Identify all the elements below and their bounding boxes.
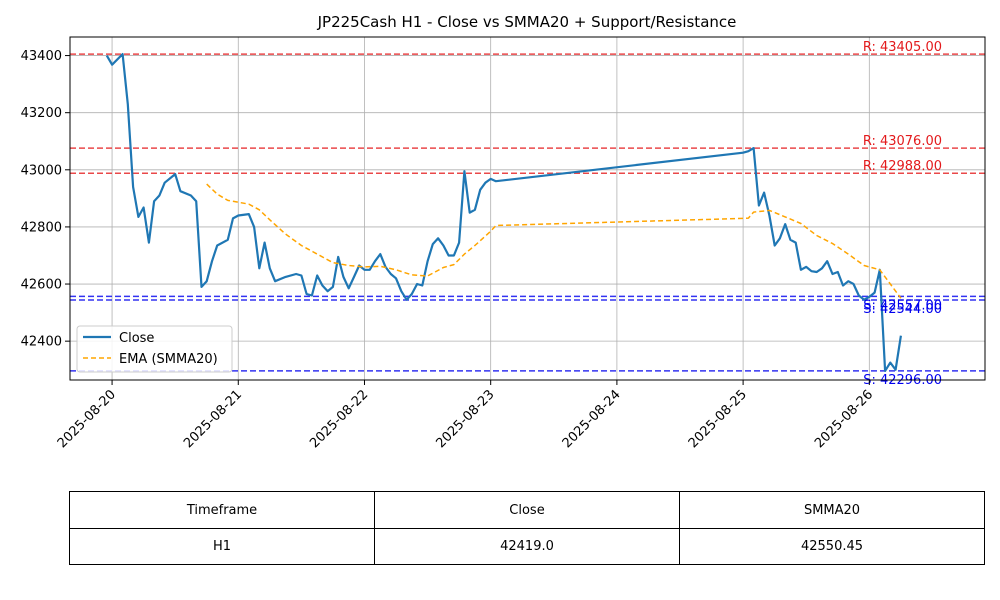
table-cell-close: 42419.0: [374, 528, 680, 565]
y-tick-label: 42400: [21, 335, 62, 350]
legend-box: [76, 325, 233, 373]
grid: [70, 37, 985, 380]
support-level-label: S: 42557.00: [863, 298, 942, 313]
support-level-label: S: 42544.00: [863, 302, 942, 317]
y-tick-label: 43400: [21, 49, 62, 64]
x-tick-label: 2025-08-20: [55, 387, 119, 451]
level-labels: R: 43405.00 R: 43076.00 R: 42988.00 S: 4255…: [863, 40, 942, 388]
x-tick-label: 2025-08-23: [433, 387, 497, 451]
table-row: H1 42419.0 42550.45: [69, 528, 985, 565]
smma20-series-line: [206, 183, 902, 299]
table-header-timeframe: Timeframe: [69, 491, 375, 529]
y-axis: 42400 42600 42800 43000 43200 43400: [21, 49, 70, 350]
table-header-row: Timeframe Close SMMA20: [69, 491, 985, 529]
table-cell-timeframe: H1: [69, 528, 375, 565]
resistance-level-label: R: 42988.00: [863, 159, 942, 174]
x-tick-label: 2025-08-21: [181, 387, 245, 451]
close-series-line: [105, 53, 902, 372]
levels: [70, 53, 985, 372]
y-tick-label: 42800: [21, 220, 62, 235]
legend-label-smma: EMA (SMMA20): [119, 352, 218, 367]
y-tick-label: 43200: [21, 106, 62, 121]
x-tick-label: 2025-08-26: [812, 387, 876, 451]
series: [105, 53, 902, 372]
table-cell-smma20: 42550.45: [679, 528, 985, 565]
y-tick-label: 42600: [21, 278, 62, 293]
x-tick-label: 2025-08-25: [686, 387, 750, 451]
resistance-level-label: R: 43405.00: [863, 40, 942, 55]
resistance-level-label: R: 43076.00: [863, 134, 942, 149]
legend-label-close: Close: [119, 331, 154, 346]
x-tick-label: 2025-08-24: [560, 387, 624, 451]
table-header-smma20: SMMA20: [679, 491, 985, 529]
y-tick-label: 43000: [21, 163, 62, 178]
summary-table: Timeframe Close SMMA20 H1 42419.0 42550.…: [69, 491, 985, 565]
x-tick-label: 2025-08-22: [307, 387, 371, 451]
chart: JP225Cash H1 - Close vs SMMA20 + Support…: [21, 13, 986, 451]
table-header-close: Close: [374, 491, 680, 529]
plot-frame: [69, 36, 986, 381]
chart-title: JP225Cash H1 - Close vs SMMA20 + Support…: [317, 13, 737, 31]
x-axis: 2025-08-20 2025-08-21 2025-08-22 2025-08-23…: [55, 380, 876, 451]
legend: Close EMA (SMMA20): [76, 325, 233, 373]
